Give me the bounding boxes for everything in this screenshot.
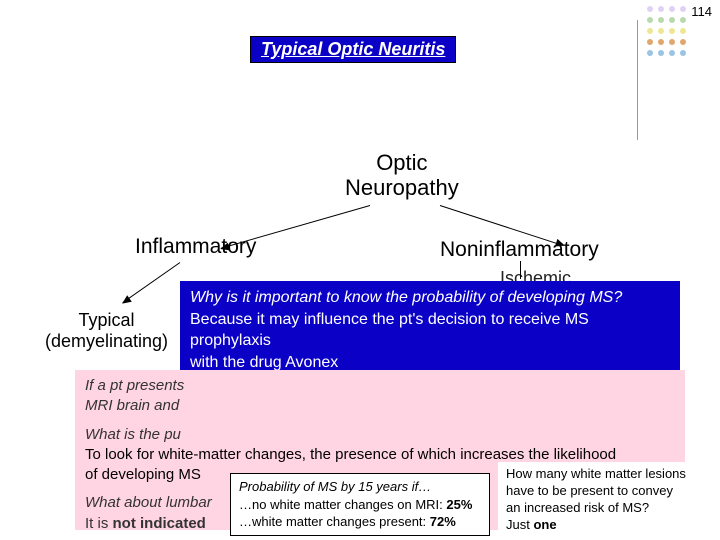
decor-dot: [680, 6, 686, 12]
inner-r2-val: 72%: [430, 514, 456, 529]
pink-p4-l1: What about lumbar: [85, 494, 212, 511]
corner-dots: [647, 6, 688, 58]
decor-dot: [647, 6, 653, 12]
side-l1: How many white matter lesions: [506, 466, 690, 483]
decor-dot: [669, 28, 675, 34]
pink-p1-l1: If a pt presents: [85, 376, 675, 396]
node-typical: Typical (demyelinating): [45, 310, 168, 351]
decor-dot: [669, 50, 675, 56]
title-text: Typical Optic Neuritis: [261, 39, 445, 59]
probability-box: Probability of MS by 15 years if… …no wh…: [230, 473, 490, 536]
page-number: 114: [691, 4, 712, 19]
stub-noninflam: [520, 261, 521, 279]
inner-title: Probability of MS by 15 years if…: [239, 479, 431, 494]
pink-p3-l2: of developing MS: [85, 466, 201, 483]
node-noninflammatory: Noninflammatory: [440, 238, 599, 262]
side-l4-pre: Just: [506, 517, 533, 532]
pink-p1-l2: MRI brain and: [85, 396, 675, 416]
decor-dot: [669, 17, 675, 23]
decor-dot: [680, 28, 686, 34]
side-l4-bold: one: [533, 517, 556, 532]
blue-a1-l1: Because it may influence the pt's decisi…: [190, 311, 589, 350]
side-box: How many white matter lesions have to be…: [498, 462, 698, 538]
pink-p2: What is the pu: [85, 425, 675, 445]
decor-dot: [658, 17, 664, 23]
decor-dot: [669, 39, 675, 45]
decor-dot: [680, 17, 686, 23]
decor-dot: [658, 28, 664, 34]
pink-p4-l2-bold: not indicated: [113, 515, 206, 532]
decor-dot: [647, 28, 653, 34]
pink-p4-l2-pre: It is: [85, 515, 113, 532]
inner-r2-pre: …white matter changes present:: [239, 514, 430, 529]
inner-r1-pre: …no white matter changes on MRI:: [239, 497, 446, 512]
decor-dot: [647, 39, 653, 45]
vertical-rule: [637, 20, 638, 140]
decor-dot: [658, 39, 664, 45]
title-band: Typical Optic Neuritis: [250, 36, 456, 63]
decor-dot: [680, 39, 686, 45]
inner-r1-val: 25%: [446, 497, 472, 512]
decor-dot: [647, 17, 653, 23]
decor-dot: [669, 6, 675, 12]
decor-dot: [680, 50, 686, 56]
node-root: Optic Neuropathy: [345, 150, 459, 201]
decor-dot: [658, 50, 664, 56]
arrow-root-to-inflam: [221, 205, 370, 249]
arrow-inflam-to-typical: [122, 262, 180, 303]
blue-a1-l2: with the drug Avonex: [190, 354, 338, 371]
side-l3: an increased risk of MS?: [506, 500, 690, 517]
decor-dot: [647, 50, 653, 56]
node-inflammatory: Inflammatory: [135, 235, 256, 259]
pink-p3-l1: To look for white-matter changes, the pr…: [85, 446, 616, 463]
decor-dot: [658, 6, 664, 12]
side-l2: have to be present to convey: [506, 483, 690, 500]
blue-q1: Why is it important to know the probabil…: [190, 287, 670, 309]
